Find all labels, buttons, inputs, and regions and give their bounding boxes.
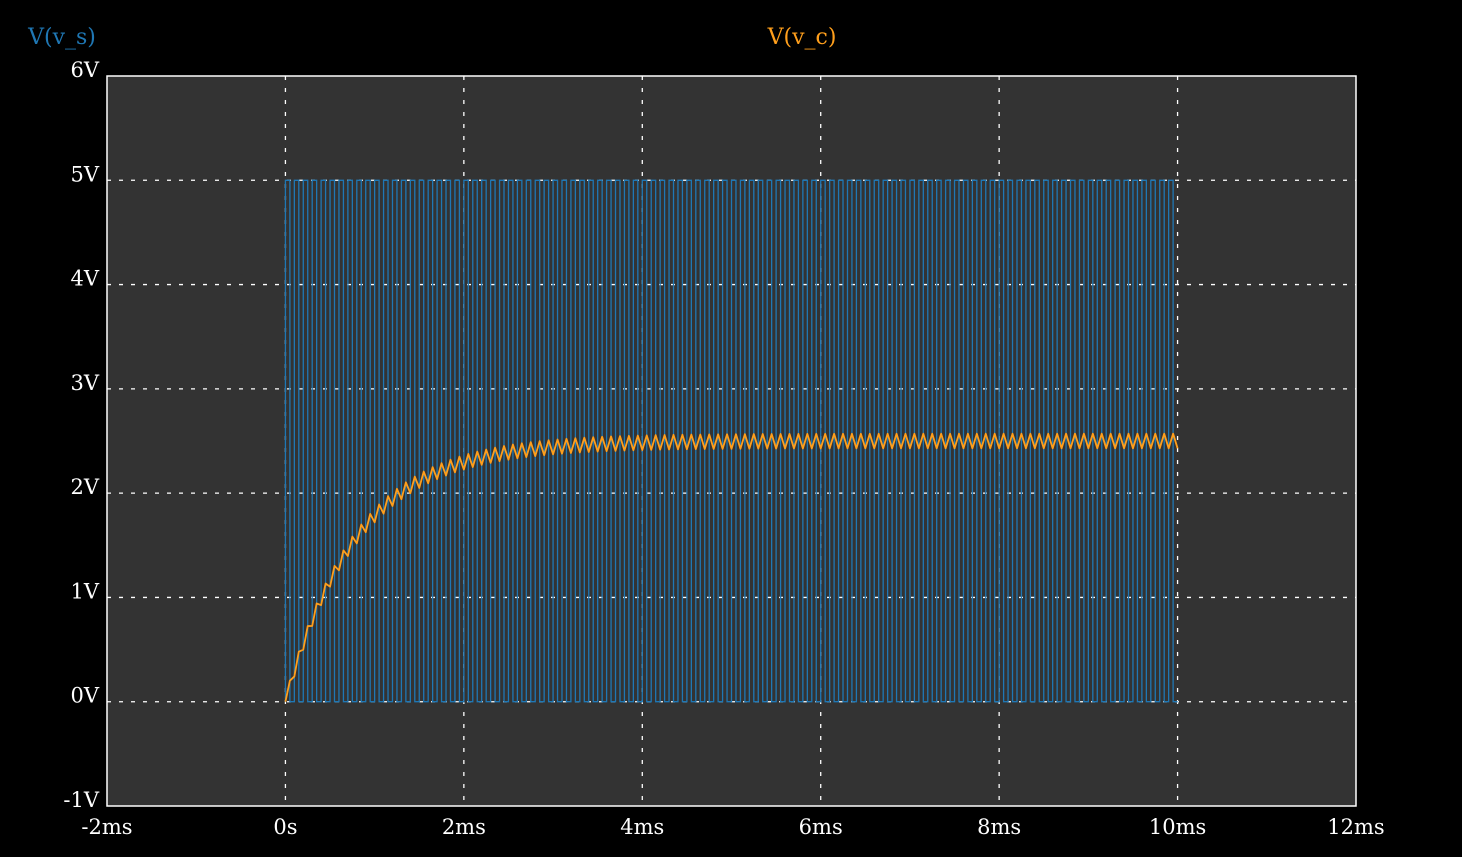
tick-labels: -2ms 0s 2ms 4ms 6ms 8ms 10ms 12ms 6V 5V 4V 3V 2V 1V 0V… bbox=[63, 58, 1384, 839]
x-tick-label: 8ms bbox=[977, 815, 1021, 839]
plot-frame bbox=[106, 75, 1357, 807]
y-tick-label: 0V bbox=[70, 684, 99, 708]
y-tick-label: 2V bbox=[70, 475, 99, 499]
trace-title-v-s[interactable]: V(v_s) bbox=[27, 25, 96, 50]
series-v-s-line bbox=[284, 179, 1178, 703]
x-tick-label: 2ms bbox=[442, 815, 486, 839]
x-tick-label: 0s bbox=[273, 815, 297, 839]
x-tick-label: 4ms bbox=[620, 815, 664, 839]
x-tick-label: -2ms bbox=[81, 815, 132, 839]
y-tick-label: 3V bbox=[70, 371, 99, 395]
y-tick-label: 1V bbox=[70, 579, 99, 603]
series-layer bbox=[284, 179, 1179, 703]
trace-title-v-c[interactable]: V(v_c) bbox=[767, 25, 837, 50]
series-v-c-line bbox=[284, 432, 1179, 702]
y-tick-label: -1V bbox=[63, 788, 99, 812]
y-tick-label: 6V bbox=[70, 58, 99, 82]
y-tick-label: 5V bbox=[70, 162, 99, 186]
x-tick-label: 10ms bbox=[1149, 815, 1206, 839]
x-tick-label: 12ms bbox=[1327, 815, 1384, 839]
y-tick-label: 4V bbox=[70, 267, 99, 291]
x-tick-label: 6ms bbox=[799, 815, 843, 839]
